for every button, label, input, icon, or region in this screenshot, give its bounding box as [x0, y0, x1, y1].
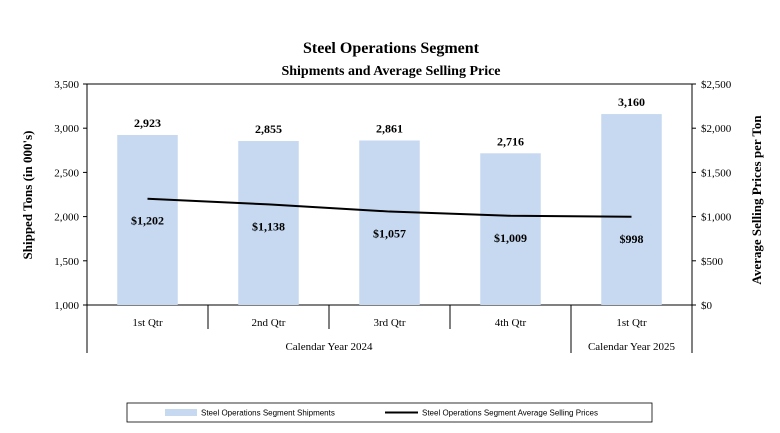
price-value-label: $1,202: [131, 214, 164, 228]
bar-labels: 2,923 2,855 2,861 2,716 3,160: [134, 95, 645, 148]
category-axis: 1st Qtr 2nd Qtr 3rd Qtr 4th Qtr 1st Qtr Calen…: [86, 305, 693, 353]
shipment-value-label: 2,716: [497, 134, 524, 148]
chart-title: Steel Operations Segment: [303, 40, 480, 57]
y2-tick-label: $500: [701, 256, 724, 268]
y2-tick-label: $0: [701, 300, 713, 312]
y-axis-title: Shipped Tons (in 000's): [20, 131, 35, 260]
category-label: 1st Qtr: [616, 317, 647, 329]
y-tick-label: 2,000: [54, 212, 79, 224]
shipment-bar: [601, 114, 662, 305]
price-value-label: $1,057: [373, 227, 406, 241]
shipment-bar: [359, 140, 420, 305]
legend-line-label: Steel Operations Segment Average Selling…: [422, 409, 598, 418]
category-label: 4th Qtr: [495, 317, 527, 329]
legend: Steel Operations Segment Shipments Steel…: [126, 402, 653, 423]
shipment-value-label: 2,855: [255, 122, 282, 136]
price-value-label: $1,009: [494, 231, 527, 245]
shipment-bar: [480, 153, 541, 305]
legend-bar-swatch: [165, 409, 197, 416]
price-value-label: $1,138: [252, 219, 285, 233]
shipment-bar: [117, 135, 178, 305]
category-label: 2nd Qtr: [252, 317, 286, 329]
y2-tick-label: $1,000: [701, 212, 732, 224]
y-tick-label: 1,000: [54, 300, 79, 312]
category-label: 3rd Qtr: [373, 317, 405, 329]
y-tick-label: 3,500: [54, 79, 79, 91]
group-label: Calendar Year 2024: [285, 341, 373, 353]
legend-bar-label: Steel Operations Segment Shipments: [201, 409, 335, 418]
y-tick-label: 2,500: [54, 167, 79, 179]
price-labels: $1,202 $1,138 $1,057 $1,009 $998: [131, 214, 644, 246]
y-tick-label: 1,500: [54, 256, 79, 268]
category-label: 1st Qtr: [132, 317, 163, 329]
left-axis: 1,000 1,500 2,000 2,500 3,000 3,500: [54, 79, 87, 312]
y2-tick-label: $1,500: [701, 167, 732, 179]
price-line-series: [147, 197, 632, 218]
bar-series: [117, 114, 662, 305]
shipment-value-label: 2,923: [134, 116, 161, 130]
shipment-bar: [238, 141, 299, 305]
chart-subtitle: Shipments and Average Selling Price: [281, 64, 500, 79]
y2-axis-title: Average Selling Prices per Ton: [749, 115, 764, 285]
y2-tick-label: $2,500: [701, 79, 732, 91]
shipment-value-label: 2,861: [376, 121, 403, 135]
price-value-label: $998: [620, 232, 644, 246]
y-tick-label: 3,000: [54, 123, 79, 135]
group-label: Calendar Year 2025: [588, 341, 676, 353]
right-axis: $0 $500 $1,000 $1,500 $2,000 $2,500: [692, 79, 732, 312]
shipment-value-label: 3,160: [618, 95, 645, 109]
y2-tick-label: $2,000: [701, 123, 732, 135]
